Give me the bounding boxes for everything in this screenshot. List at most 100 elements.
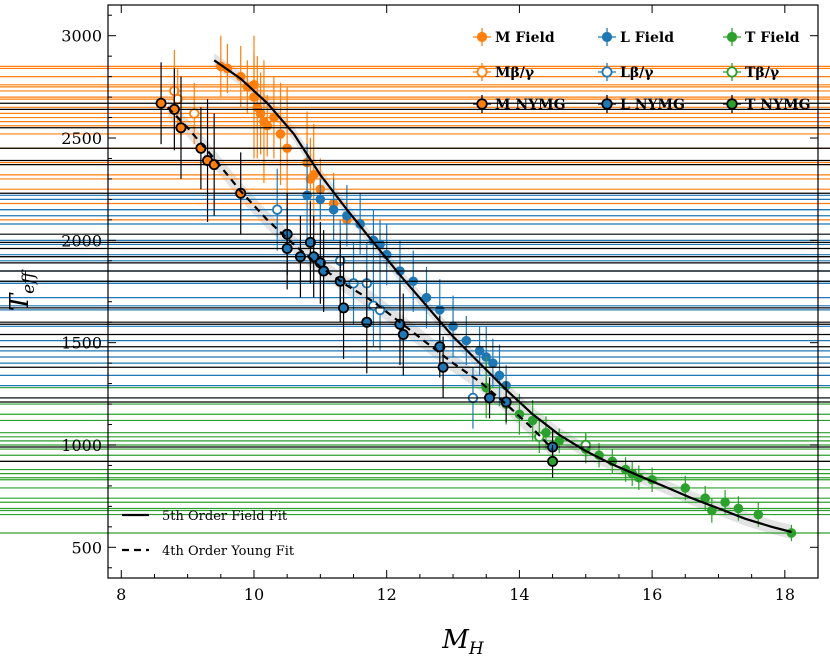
m-field-point-0 xyxy=(0,35,830,98)
l-field-point-12 xyxy=(0,295,830,357)
l-nymg-point-13 xyxy=(0,336,830,398)
l-nymg-point-11 xyxy=(0,293,830,376)
t-field-point-14 xyxy=(0,485,830,511)
l-nymg-point-14 xyxy=(0,377,830,419)
l-nymg-point-3 xyxy=(0,201,830,284)
m-field-point-4 xyxy=(0,35,830,159)
l-field-point-3 xyxy=(0,185,830,247)
svg-text:M Field: M Field xyxy=(495,30,555,46)
m-field-point-9 xyxy=(0,95,830,157)
l--point-0 xyxy=(0,168,830,251)
l-field-point-7 xyxy=(0,223,830,286)
m-field-point-13 xyxy=(0,111,830,214)
x-tick-label-0: 8 xyxy=(116,585,126,604)
y-axis-label: Teff xyxy=(5,269,39,311)
l-field-point-0 xyxy=(0,144,830,247)
x-tick-label-1: 10 xyxy=(244,585,264,604)
t-field-point-19 xyxy=(0,524,830,542)
t-field-point-3 xyxy=(0,399,830,441)
y-tick-label-1: 1000 xyxy=(61,436,102,455)
field-fit-line xyxy=(213,59,792,534)
svg-text:Mβ/γ: Mβ/γ xyxy=(495,65,535,81)
m-nymg-point-6 xyxy=(0,152,830,235)
confidence-band xyxy=(167,53,792,539)
svg-text:4th Order Young Fit: 4th Order Young Fit xyxy=(162,544,295,559)
m--point-2 xyxy=(0,82,830,145)
m-nymg-point-0 xyxy=(0,62,830,145)
legend: M Field L Field T Field Mβ/γ Lβ/γ Tβ/γ M NYMG L… xyxy=(473,28,811,113)
svg-text:5th Order Field Fit: 5th Order Field Fit xyxy=(162,509,288,524)
l-field-point-17 xyxy=(0,344,830,407)
m-field-point-14 xyxy=(0,138,830,220)
l-field-point-6 xyxy=(0,219,830,269)
m--point-1 xyxy=(0,68,830,130)
fit-lines xyxy=(166,59,792,534)
l-field-point-13 xyxy=(0,316,830,366)
m-field-point-1 xyxy=(0,43,830,93)
y-tick-label-0: 500 xyxy=(71,538,102,557)
m-field-point-16 xyxy=(0,158,830,220)
legend-entry-t-: Tβ/γ xyxy=(723,63,780,81)
field-fit-band xyxy=(214,53,792,539)
m-field-point-5 xyxy=(0,54,830,116)
m-field-point-2 xyxy=(0,45,830,108)
m-nymg-point-2 xyxy=(0,76,830,179)
x-tick-label-2: 12 xyxy=(377,585,397,604)
l-nymg-point-6 xyxy=(0,230,830,312)
y-tick-label-5: 3000 xyxy=(61,27,102,46)
legend-entry-t-field: T Field xyxy=(723,28,800,46)
svg-text:L NYMG: L NYMG xyxy=(620,97,685,113)
svg-text:T Field: T Field xyxy=(745,30,800,46)
fit-legend-entry-0: 5th Order Field Fit xyxy=(122,509,288,524)
x-tick-label-3: 14 xyxy=(509,585,529,604)
m-nymg-point-1 xyxy=(0,68,830,151)
legend-entry-l-field: L Field xyxy=(598,28,674,46)
m-field-point-10 xyxy=(0,76,830,159)
axis-ticks: 8 10 12 14 16 18 500 1000 1500 2000 2500 3000 xyxy=(61,5,818,604)
t-field-point-2 xyxy=(0,393,830,435)
t-field-point-4 xyxy=(0,416,830,450)
m-field-point-11 xyxy=(0,82,830,186)
m--point-0 xyxy=(0,50,830,132)
l-nymg-point-16 xyxy=(0,430,830,464)
svg-text:M NYMG: M NYMG xyxy=(495,97,566,113)
l-field-point-5 xyxy=(0,209,830,272)
x-tick-label-5: 18 xyxy=(775,585,795,604)
legend-entry-l-nymg: L NYMG xyxy=(598,95,685,113)
y-tick-label-2: 1500 xyxy=(61,334,102,353)
legend-entry-m-: Mβ/γ xyxy=(473,63,535,81)
t-nymg-point-0 xyxy=(0,444,830,478)
l-nymg-point-8 xyxy=(0,256,830,360)
m-field-point-17 xyxy=(0,172,830,235)
l-field-point-16 xyxy=(0,338,830,388)
svg-text:Lβ/γ: Lβ/γ xyxy=(620,65,654,81)
fit-legend-entry-1: 4th Order Young Fit xyxy=(122,544,295,559)
t-field-point-1 xyxy=(0,383,830,425)
l-field-point-4 xyxy=(0,193,830,255)
legend-entry-m-nymg: M NYMG xyxy=(473,95,566,113)
t-field-point-10 xyxy=(0,461,830,486)
legend-entry-t-nymg: T NYMG xyxy=(723,95,811,113)
m-nymg-point-5 xyxy=(0,113,830,216)
svg-text:Tβ/γ: Tβ/γ xyxy=(745,65,780,81)
l-field-point-1 xyxy=(0,178,830,220)
y-tick-label-3: 2000 xyxy=(61,231,102,250)
t-field-point-13 xyxy=(0,475,830,501)
m-nymg-point-3 xyxy=(0,107,830,190)
young-fit-line xyxy=(166,106,554,450)
legend-entry-l-: Lβ/γ xyxy=(598,63,654,81)
m-field-point-15 xyxy=(0,123,830,227)
t-field-point-6 xyxy=(0,434,830,464)
l-nymg-point-10 xyxy=(0,283,830,366)
l-field-point-10 xyxy=(0,266,830,329)
fit-legend: 5th Order Field Fit 4th Order Young Fit xyxy=(122,509,295,559)
t--point-0 xyxy=(0,420,830,454)
young-fit-band xyxy=(167,98,553,459)
plot-frame xyxy=(107,4,819,579)
svg-text:T NYMG: T NYMG xyxy=(745,97,811,113)
l-nymg-point-1 xyxy=(0,207,830,290)
t-field-point-0 xyxy=(0,356,830,419)
y-tick-label-4: 2500 xyxy=(61,129,102,148)
x-tick-label-4: 16 xyxy=(642,585,662,604)
l-field-point-18 xyxy=(0,365,830,407)
